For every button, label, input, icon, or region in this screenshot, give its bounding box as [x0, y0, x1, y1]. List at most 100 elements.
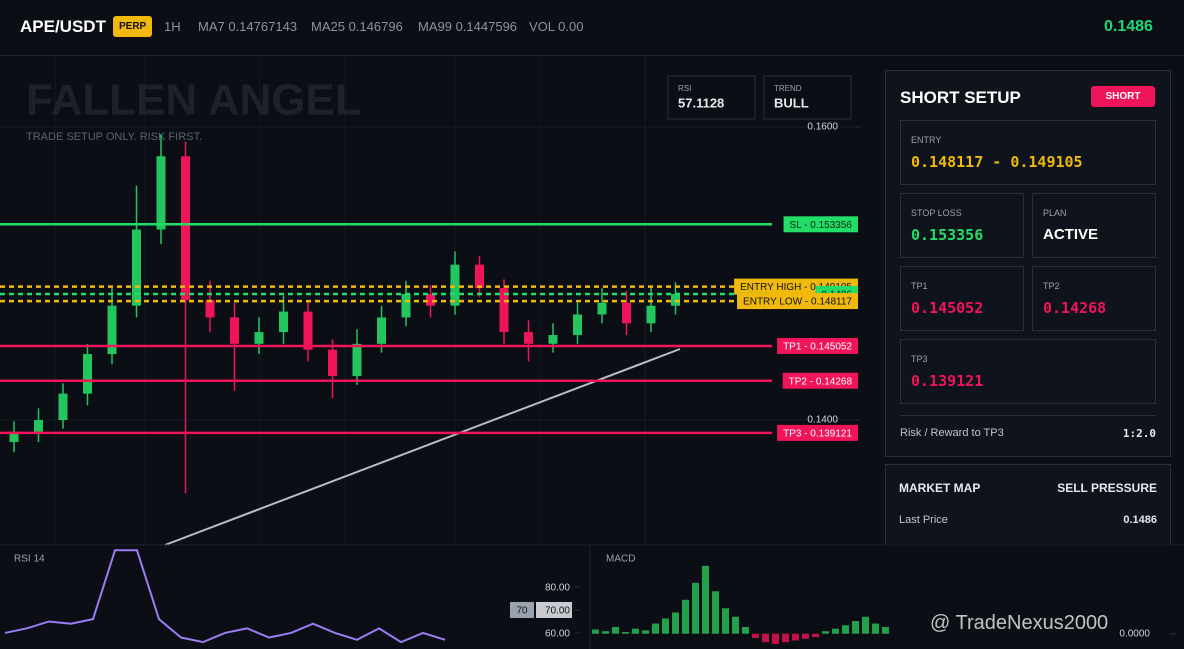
level-tag [783, 216, 858, 233]
ma25: MA25 0.146796 [311, 19, 403, 34]
macd-bar [712, 591, 719, 634]
rsi-box-label: RSI [678, 84, 691, 93]
card-label: TP1 [911, 281, 928, 291]
map-price-label: Last Price [899, 514, 948, 526]
level-tag-text: ENTRY LOW - 0.148117 [743, 297, 852, 308]
map-title: MARKET MAP [899, 481, 981, 495]
macd-bar [672, 612, 679, 634]
macd-bar [812, 633, 819, 638]
candle-body [58, 393, 68, 421]
level-tag-box [510, 601, 534, 618]
tp2-card: TP2 0.14268 [1032, 266, 1156, 331]
side-badge: SHORT [1091, 86, 1155, 107]
map-price: 0.1486 [1123, 514, 1157, 526]
trend-box-value: BULL [774, 95, 809, 110]
level-tag: 70 [516, 606, 528, 617]
setup-panel: SHORT SETUP SHORT ENTRY 0.148117 - 0.149… [885, 70, 1171, 457]
card-label: PLAN [1043, 208, 1067, 218]
level-tag [737, 293, 858, 310]
y-tick-label: 80.00 [545, 583, 570, 594]
rr-label: Risk / Reward to TP3 [900, 427, 1004, 439]
macd-bar [702, 565, 709, 634]
card-value: 0.139121 [911, 372, 984, 390]
card-value: ACTIVE [1043, 226, 1099, 243]
candle-body [254, 332, 264, 344]
candle-body [156, 156, 166, 230]
macd-bar [632, 628, 639, 634]
macd-bar [802, 633, 809, 639]
candle-body [83, 354, 92, 394]
macd-bar [722, 608, 729, 634]
macd-bar [832, 628, 839, 634]
badge: PERP [113, 16, 153, 37]
macd-bar [692, 582, 699, 634]
map-status: SELL PRESSURE [1057, 481, 1157, 495]
candle-body [450, 264, 460, 306]
timeframe[interactable]: 1H [164, 19, 181, 34]
y-tick-label: 0.0000 [1119, 628, 1150, 639]
candle-body [426, 293, 435, 306]
tp3-card: TP3 0.139121 [900, 339, 1156, 404]
rr-value: 1:2.0 [1122, 427, 1156, 440]
macd-bar [862, 616, 869, 634]
market-map: MARKET MAP SELL PRESSURE Last Price 0.14… [885, 464, 1171, 545]
macd-bar [742, 626, 749, 634]
plot-layer: 0.1600 0.1400 SL - 0.153356 ENTRY HIGH - 0.… [0, 122, 1176, 644]
candle-body [548, 335, 558, 344]
card-label: STOP LOSS [911, 208, 962, 218]
macd-bar [592, 629, 599, 634]
candle-body [328, 349, 337, 377]
candle-body [34, 420, 43, 432]
symbol: APE/USDT [20, 17, 106, 36]
candle-body [181, 156, 190, 300]
watermark: @ TradeNexus2000 [930, 612, 1109, 634]
candle-body [205, 299, 215, 318]
y-tick-label: 60.00 [545, 629, 570, 640]
macd-bar [872, 623, 879, 634]
card-label: ENTRY [911, 135, 942, 145]
card-value: 0.153356 [911, 226, 984, 244]
macd-bar [762, 633, 769, 643]
macd-bar [782, 633, 789, 643]
candle-body [377, 317, 386, 344]
macd-bar [732, 616, 739, 634]
candle-body [499, 288, 509, 333]
macd-bar [612, 626, 619, 634]
candle-body [303, 311, 313, 350]
tp1-card: TP1 0.145052 [900, 266, 1024, 331]
candle-body [9, 431, 19, 442]
card-label: TP3 [911, 354, 928, 364]
candle-body [107, 305, 117, 355]
level-tag-text: SL - 0.153356 [790, 220, 853, 231]
rsi-line [4, 549, 446, 644]
trend-box-label: TREND [774, 84, 802, 93]
sl-card: STOP LOSS 0.153356 [900, 193, 1024, 258]
card-value: 0.148117 - 0.149105 [911, 153, 1083, 171]
level-tag [782, 372, 858, 389]
candles [9, 134, 680, 494]
macd-bar [852, 620, 859, 634]
macd-bar [662, 618, 669, 634]
macd-title: MACD [606, 554, 635, 565]
card-value: 0.14268 [1043, 299, 1107, 317]
candle-body [573, 314, 582, 336]
candle-body [352, 343, 362, 377]
volume: VOL 0.00 [529, 19, 584, 34]
panel-title: SHORT SETUP [900, 88, 1021, 107]
macd-bar [842, 625, 849, 634]
separator [900, 415, 1156, 416]
macd-bar [622, 632, 629, 634]
level-tag-text: TP2 - 0.14268 [789, 376, 853, 387]
level-tag-text: ENTRY HIGH - 0.149105 [740, 282, 852, 293]
rsi-box [667, 75, 756, 120]
y-tick-label: 0.1400 [807, 415, 838, 426]
rsi-title: RSI 14 [14, 554, 45, 565]
trend-box [763, 75, 852, 120]
candle-body [401, 293, 411, 318]
ma7: MA7 0.14767143 [198, 19, 298, 34]
macd-bar [752, 633, 759, 638]
macd-bar [792, 633, 799, 641]
candle-body [475, 264, 484, 289]
trend-line [164, 348, 681, 546]
